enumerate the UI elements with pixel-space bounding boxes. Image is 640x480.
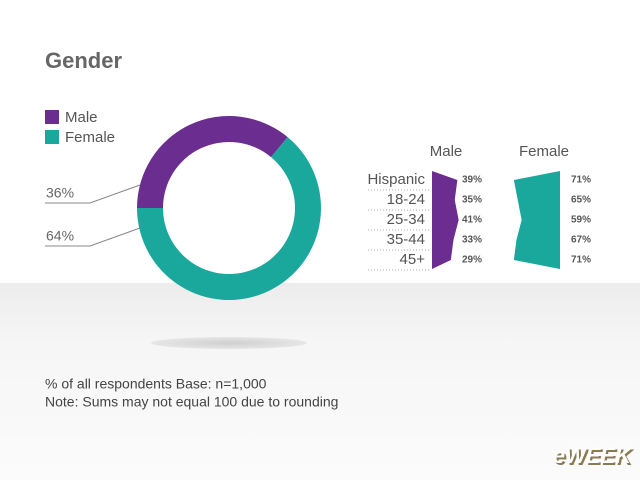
leader-line bbox=[45, 184, 141, 204]
legend-label: Male bbox=[65, 109, 98, 126]
data-label: 33% bbox=[462, 235, 482, 246]
data-label: 39% bbox=[462, 175, 482, 186]
profile-area bbox=[513, 171, 560, 269]
category-label: 45+ bbox=[400, 251, 426, 268]
series-label: Female bbox=[519, 143, 569, 160]
note: % of all respondents Base: n=1,000 bbox=[45, 376, 267, 392]
data-label: 59% bbox=[571, 215, 591, 226]
data-label: 35% bbox=[462, 195, 482, 206]
note: Note: Sums may not equal 100 due to roun… bbox=[45, 394, 338, 410]
category-label: 25-34 bbox=[387, 211, 425, 228]
donut-slice bbox=[137, 116, 288, 208]
data-label: 64% bbox=[46, 228, 74, 244]
category-label: 35-44 bbox=[387, 231, 425, 248]
legend-swatch bbox=[45, 110, 59, 124]
data-label: 71% bbox=[571, 255, 591, 266]
data-label: 36% bbox=[46, 185, 74, 201]
donut-slice bbox=[137, 137, 322, 300]
profile-area bbox=[432, 171, 459, 269]
legend-label: Female bbox=[65, 129, 115, 146]
chart-title: Gender bbox=[45, 48, 122, 73]
data-label: 67% bbox=[571, 235, 591, 246]
data-label: 41% bbox=[462, 215, 482, 226]
data-label: 71% bbox=[571, 175, 591, 186]
leader-line bbox=[45, 227, 141, 247]
legend-swatch bbox=[45, 130, 59, 144]
brand-logo: eWEEK bbox=[553, 443, 633, 468]
data-label: 65% bbox=[571, 195, 591, 206]
category-label: 18-24 bbox=[387, 191, 425, 208]
brand-shadow: eWEEK bbox=[555, 445, 635, 470]
data-label: 29% bbox=[462, 255, 482, 266]
donut-shadow bbox=[151, 337, 307, 349]
category-label: Hispanic bbox=[367, 171, 425, 188]
floor bbox=[0, 283, 640, 480]
series-label: Male bbox=[430, 143, 463, 160]
